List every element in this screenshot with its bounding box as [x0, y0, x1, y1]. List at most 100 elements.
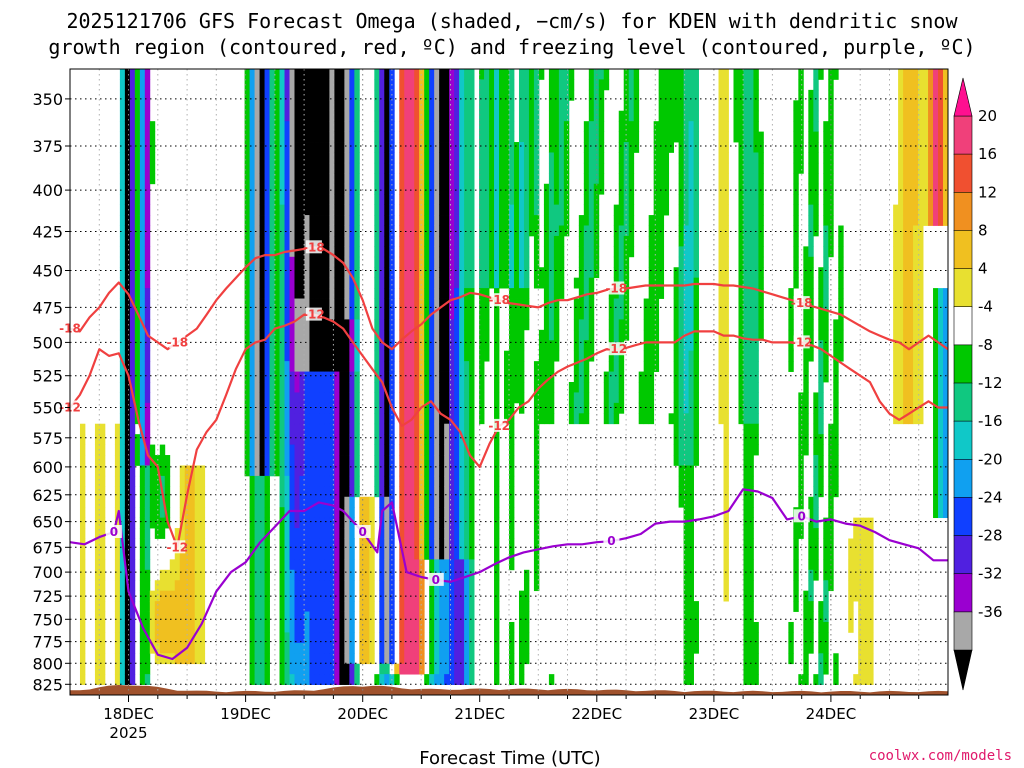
omega-cell [324, 173, 330, 185]
omega-cell [384, 329, 390, 341]
omega-cell [294, 528, 300, 539]
omega-cell [139, 225, 146, 237]
omega-cell [693, 267, 699, 279]
omega-cell [718, 89, 724, 101]
omega-cell [284, 329, 290, 341]
omega-cell [294, 110, 300, 122]
omega-cell [464, 340, 470, 352]
omega-cell [289, 350, 295, 362]
omega-cell [354, 256, 360, 268]
omega-cell [439, 319, 445, 331]
omega-cell [608, 350, 615, 362]
omega-cell [399, 350, 405, 362]
omega-cell [139, 569, 146, 581]
omega-cell [289, 194, 295, 206]
omega-cell [454, 402, 460, 414]
omega-cell [279, 329, 285, 341]
omega-cell [479, 162, 485, 174]
omega-cell [454, 465, 460, 477]
chart-title-line1: 2025121706 GFS Forecast Omega (shaded, −… [66, 9, 958, 33]
omega-cell [758, 152, 764, 164]
omega-cell [184, 621, 191, 633]
omega-cell [504, 100, 510, 112]
omega-cell [139, 392, 146, 404]
omega-cell [309, 486, 315, 498]
omega-cell [309, 298, 315, 310]
omega-cell [409, 340, 415, 352]
omega-cell [469, 69, 475, 80]
omega-cell [119, 121, 126, 132]
omega-cell [354, 423, 360, 435]
omega-cell [279, 194, 285, 206]
omega-cell [509, 183, 515, 195]
omega-cell [184, 601, 191, 612]
omega-cell [723, 225, 729, 237]
omega-cell [469, 277, 475, 289]
omega-cell [753, 298, 759, 310]
omega-cell [688, 569, 694, 581]
omega-cell [264, 121, 270, 132]
omega-cell [743, 256, 749, 268]
omega-cell [813, 548, 819, 560]
omega-cell [199, 569, 206, 581]
omega-cell [439, 298, 445, 310]
omega-cell [518, 371, 525, 383]
omega-cell [324, 653, 330, 665]
omega-cell [274, 225, 280, 237]
omega-cell [254, 204, 260, 216]
omega-cell [489, 215, 495, 226]
omega-cell [618, 361, 625, 372]
omega-cell [199, 507, 206, 519]
omega-cell [494, 152, 500, 164]
omega-cell [419, 246, 425, 258]
omega-cell [379, 173, 385, 185]
omega-cell [349, 382, 355, 393]
omega-cell [464, 256, 470, 268]
omega-cell [538, 361, 545, 372]
omega-cell [434, 142, 440, 153]
omega-cell [134, 110, 141, 122]
omega-cell [598, 79, 605, 91]
omega-cell [449, 142, 455, 153]
omega-cell [628, 79, 635, 91]
omega-cell [414, 194, 420, 206]
omega-cell [404, 538, 410, 550]
omega-cell [129, 559, 136, 571]
omega-cell [449, 663, 455, 675]
omega-cell [159, 517, 166, 529]
omega-cell [144, 110, 151, 122]
omega-cell [344, 162, 350, 174]
omega-cell [254, 475, 260, 487]
omega-cell [244, 350, 250, 362]
omega-cell [688, 288, 694, 299]
omega-cell [509, 162, 515, 174]
omega-cell [648, 382, 655, 393]
omega-cell [364, 517, 370, 529]
omega-cell [808, 528, 814, 539]
omega-cell [174, 653, 181, 665]
omega-cell [299, 162, 305, 174]
omega-cell [518, 183, 525, 195]
omega-cell [563, 110, 570, 122]
omega-cell [164, 569, 171, 581]
omega-cell [738, 173, 744, 185]
omega-cell [489, 256, 495, 268]
omega-cell [743, 507, 749, 519]
omega-cell [753, 204, 759, 216]
omega-cell [329, 569, 335, 581]
omega-cell [618, 142, 625, 153]
omega-cell [563, 79, 570, 91]
omega-cell [429, 256, 435, 268]
omega-cell [409, 350, 415, 362]
omega-cell [583, 121, 590, 132]
omega-cell [553, 246, 560, 258]
omega-cell [324, 642, 330, 654]
omega-cell [304, 475, 310, 487]
omega-cell [523, 308, 530, 320]
omega-cell [409, 392, 415, 404]
omega-cell [414, 319, 420, 331]
omega-cell [399, 267, 405, 279]
omega-cell [264, 632, 270, 644]
omega-cell [424, 225, 430, 237]
omega-cell [758, 288, 764, 299]
